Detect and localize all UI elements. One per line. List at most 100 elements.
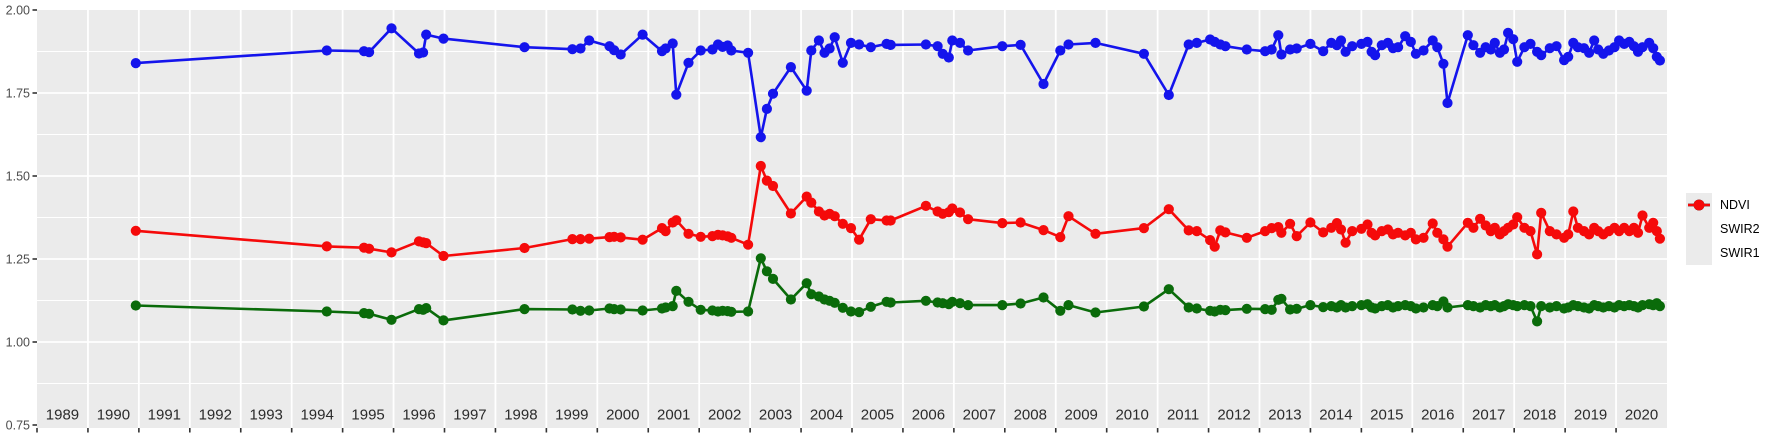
series-point-swir1 (1291, 231, 1302, 242)
series-point-swir1 (1362, 219, 1373, 230)
series-point-swir2 (755, 253, 766, 264)
series-point-swir1 (615, 232, 626, 243)
series-point-swir2 (130, 300, 141, 311)
series-point-swir1 (1138, 223, 1149, 234)
series-point-swir1 (130, 225, 141, 236)
series-point-swir1 (1347, 226, 1358, 237)
series-point-ndvi (1305, 38, 1316, 50)
series-point-swir2 (567, 304, 578, 315)
x-tick-label: 2011 (1167, 407, 1199, 424)
series-point-swir2 (1442, 302, 1453, 313)
series-point-ndvi (519, 42, 530, 53)
series-point-ndvi (660, 43, 671, 54)
series-point-swir2 (1418, 302, 1429, 313)
series-point-swir2 (1536, 301, 1547, 312)
series-point-swir1 (726, 232, 737, 243)
x-tick-label: 2020 (1625, 407, 1658, 424)
x-tick-label: 2007 (963, 407, 996, 424)
series-point-swir2 (671, 285, 682, 296)
series-point-swir1 (567, 234, 578, 245)
series-point-swir2 (1532, 316, 1543, 327)
series-point-swir2 (1220, 305, 1231, 316)
series-point-swir1 (1512, 212, 1523, 223)
series-point-swir2 (584, 305, 595, 316)
legend-label-swir2: SWIR2 (1720, 222, 1760, 236)
x-tick-label: 2002 (708, 407, 741, 424)
series-point-swir1 (1241, 232, 1252, 243)
series-point-ndvi (1418, 45, 1429, 56)
series-point-swir2 (854, 307, 865, 318)
series-point-swir1 (963, 214, 974, 225)
series-point-swir2 (837, 302, 848, 313)
series-point-ndvi (963, 45, 974, 56)
series-point-ndvi (1489, 37, 1500, 49)
series-point-ndvi (1266, 44, 1277, 55)
x-tick-label: 2006 (912, 407, 945, 424)
series-point-swir1 (1432, 227, 1443, 238)
series-point-ndvi (1584, 47, 1595, 58)
legend-key-swir1-icon (1686, 199, 1712, 265)
series-point-ndvi (829, 32, 840, 43)
series-point-ndvi (1347, 41, 1358, 52)
series-point-swir2 (801, 278, 812, 289)
series-point-swir2 (1347, 301, 1358, 312)
series-point-swir2 (1305, 300, 1316, 311)
y-tick-label: 0.75 (6, 419, 30, 433)
series-point-swir1 (837, 218, 848, 229)
series-point-ndvi (885, 39, 896, 51)
series-point-swir1 (1163, 204, 1174, 215)
series-point-ndvi (418, 47, 429, 58)
series-point-ndvi (806, 45, 817, 56)
series-point-swir1 (755, 160, 766, 172)
series-point-ndvi (743, 47, 754, 58)
series-point-swir2 (726, 306, 737, 317)
x-tick-label: 2012 (1217, 407, 1250, 424)
series-point-swir1 (997, 218, 1008, 229)
series-point-swir1 (1475, 213, 1486, 224)
series-point-ndvi (845, 37, 857, 49)
series-point-swir2 (1015, 298, 1026, 309)
x-tick-label: 1995 (351, 407, 384, 424)
series-point-swir2 (743, 306, 754, 317)
series-point-swir1 (1305, 217, 1316, 228)
series-point-ndvi (1551, 41, 1562, 52)
series-point-swir2 (1191, 303, 1202, 314)
series-point-ndvi (1468, 40, 1479, 51)
series-point-ndvi (932, 41, 943, 52)
series-point-swir2 (947, 296, 958, 307)
series-point-swir2 (364, 308, 375, 319)
series-point-ndvi (1191, 37, 1202, 49)
series-point-swir2 (1138, 301, 1149, 312)
series-point-ndvi (1498, 44, 1510, 55)
series-point-ndvi (1015, 39, 1026, 51)
series-point-swir1 (954, 207, 966, 218)
series-point-swir2 (829, 297, 840, 308)
series-point-ndvi (1276, 49, 1287, 60)
series-point-swir2 (885, 297, 896, 308)
x-tick-label: 2014 (1319, 407, 1352, 424)
x-tick-label: 2015 (1370, 407, 1403, 424)
series-point-swir1 (1418, 232, 1429, 243)
x-tick-label: 1997 (453, 407, 486, 424)
x-tick-label: 2017 (1472, 407, 1505, 424)
series-point-swir2 (667, 301, 678, 312)
series-point-ndvi (386, 23, 397, 34)
series-point-swir1 (1015, 217, 1026, 228)
x-tick-label: 2003 (759, 407, 792, 424)
legend-item-swir1: SWIR1 (1686, 199, 1760, 265)
series-point-ndvi (1462, 30, 1473, 41)
x-tick-label: 2005 (861, 407, 894, 424)
series-point-ndvi (785, 62, 797, 73)
series-point-swir1 (1637, 210, 1648, 221)
series-point-swir1 (1340, 237, 1351, 248)
series-point-swir1 (845, 223, 857, 234)
series-point-swir1 (386, 247, 397, 258)
x-tick-label: 1990 (97, 407, 130, 424)
y-tick-label: 1.75 (6, 87, 30, 101)
series-point-swir1 (947, 203, 958, 214)
series-point-ndvi (364, 47, 375, 58)
series-point-swir1 (1532, 249, 1543, 260)
series-point-swir1 (1318, 227, 1329, 238)
x-tick-label: 1999 (555, 407, 588, 424)
